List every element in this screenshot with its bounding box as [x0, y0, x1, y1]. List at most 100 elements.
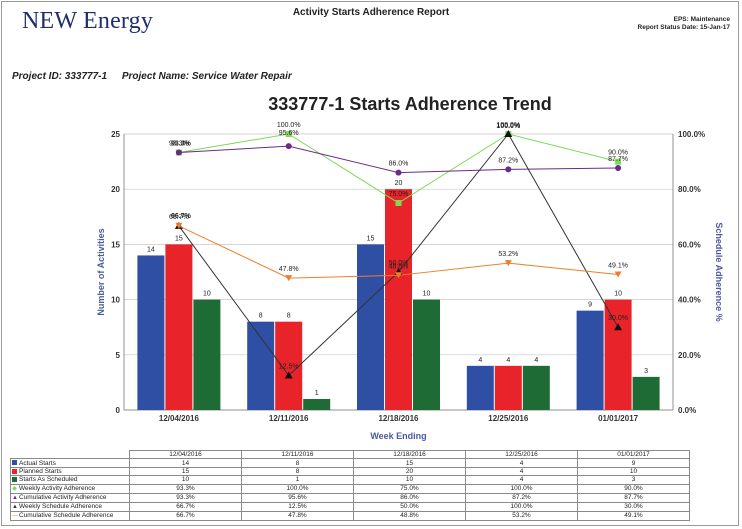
table-cell: 95.6% [241, 492, 354, 503]
line-value-label: 53.2% [498, 251, 518, 258]
row-label: Planned Starts [19, 467, 62, 475]
bar-value-label: 10 [614, 291, 622, 298]
table-row: Actual Starts 14 8 15 4 9 [10, 458, 690, 468]
table-cell: 15 [353, 458, 466, 468]
adherence-chart: 0 5 10 15 20 25 0.0% 20.0% 40.0% 60.0% 80.0% 100.0%… [96, 122, 724, 441]
bar [413, 299, 440, 410]
bar [303, 398, 331, 410]
y2-tick-label: 0.0% [678, 406, 696, 415]
row-label-cell: ▲Cumulative Activity Adherence [10, 492, 130, 503]
line-value-label: 100.0% [496, 122, 520, 129]
table-cell: 14 [129, 458, 242, 468]
bar [522, 365, 550, 410]
bar [576, 310, 604, 410]
table-row: Starts As Scheduled 10 1 10 4 3 [10, 475, 690, 485]
y-tick-label: 15 [111, 240, 120, 249]
table-cell: 10 [577, 466, 690, 477]
line-value-label: 75.0% [389, 191, 409, 198]
bar [632, 376, 660, 410]
y-tick-label: 5 [116, 351, 121, 360]
row-label: Cumulative Schedule Adherence [19, 511, 114, 519]
table-cell: 4 [465, 475, 578, 485]
line-value-label: 12.5% [279, 364, 299, 371]
table-row: ▲Cumulative Activity Adherence 93.3% 95.6%… [10, 492, 690, 503]
bar-value-label: 4 [478, 357, 482, 364]
row-label-cell: —Cumulative Schedule Adherence [10, 510, 130, 521]
table-cell: 15 [129, 466, 242, 477]
data-point [285, 275, 293, 282]
data-point [615, 164, 622, 171]
table-row: ◆ Weekly Activity Adherence 93.3% 100.0% 75.… [10, 483, 690, 494]
table-cell: 20 [353, 466, 466, 477]
data-point [395, 272, 402, 279]
table-header: 01/01/2017 [577, 449, 690, 460]
table-cell: 49.1% [577, 510, 690, 521]
bar-value-label: 1 [315, 390, 319, 397]
bar-value-label: 3 [644, 368, 648, 375]
bar-value-label: 9 [588, 302, 592, 309]
x-tick-label: 12/11/2016 [269, 414, 309, 423]
table-row: —Cumulative Schedule Adherence 66.7% 47.8%… [10, 510, 690, 521]
data-point [614, 323, 623, 331]
bar-value-label: 8 [259, 313, 263, 320]
line-value-label: 50.0% [389, 260, 409, 267]
line-value-label: 66.7% [169, 214, 189, 221]
line-value-label: 49.1% [608, 262, 628, 269]
line-value-label: 100.0% [496, 123, 521, 130]
chart-title: 333777-1 Starts Adherence Trend [268, 94, 552, 114]
table-cell: 3 [577, 475, 690, 485]
table-cell: 47.8% [241, 510, 354, 521]
y2-tick-label: 80.0% [678, 185, 701, 194]
table-cell: 93.3% [129, 492, 242, 503]
table-cell: 100.0% [465, 483, 578, 494]
y2-tick-label: 100.0% [678, 130, 705, 139]
bar-value-label: 8 [287, 313, 291, 320]
row-label: Cumulative Activity Adherence [19, 493, 107, 501]
table-cell: 86.0% [353, 492, 466, 503]
table-cell: 4 [465, 466, 578, 477]
data-point [504, 260, 512, 267]
status-date: Report Status Date: 15-Jan-17 [637, 24, 730, 31]
bar-value-label: 15 [367, 235, 375, 242]
y-axis-label: Number of Activities [96, 228, 106, 315]
table-cell: 53.2% [465, 510, 578, 521]
bar-value-label: 10 [423, 291, 431, 298]
data-point [285, 131, 292, 137]
row-label-cell: ▲Weekly Schedule Adherence [10, 501, 130, 512]
y-tick-label: 10 [111, 296, 120, 305]
data-point [175, 149, 182, 156]
legend-swatch [12, 468, 17, 474]
bar-value-label: 15 [175, 235, 183, 242]
bar [494, 365, 522, 410]
line-value-label: 87.7% [608, 156, 628, 163]
table-cell: 30.0% [577, 501, 690, 512]
table-header: 12/04/2016 [129, 449, 242, 460]
table-header: 12/11/2016 [241, 449, 354, 460]
row-label-cell: Actual Starts [10, 458, 130, 468]
x-tick-label: 12/18/2016 [378, 414, 419, 423]
data-table: 12/04/2016 12/11/2016 12/18/2016 12/25/2… [10, 449, 690, 521]
line-value-label: 87.2% [498, 157, 518, 164]
table-cell: 90.0% [577, 483, 690, 494]
y-tick-label: 20 [111, 185, 120, 194]
row-label: Starts As Scheduled [19, 476, 78, 484]
data-point [175, 222, 183, 229]
line-value-label: 93.3% [171, 140, 192, 147]
row-label: Weekly Schedule Adherence [19, 502, 102, 510]
line-value-label: 48.8% [389, 263, 409, 270]
table-cell: 8 [241, 458, 354, 468]
x-tick-label: 12/25/2016 [488, 414, 529, 423]
y2-tick-label: 60.0% [678, 240, 701, 249]
table-cell: 1 [241, 475, 354, 485]
line-value-label: 66.7% [171, 213, 192, 220]
row-label-cell: Planned Starts [10, 466, 130, 477]
x-tick-label: 01/01/2017 [598, 414, 639, 423]
table-header-row: 12/04/2016 12/11/2016 12/18/2016 12/25/2… [11, 449, 690, 460]
y-tick-label: 25 [111, 130, 120, 139]
data-point [505, 166, 512, 173]
data-point [284, 371, 293, 379]
table-corner [11, 451, 130, 459]
report-title: Activity Starts Adherence Report [292, 7, 450, 18]
row-label-cell: Starts As Scheduled [10, 475, 130, 485]
bar [193, 299, 221, 410]
